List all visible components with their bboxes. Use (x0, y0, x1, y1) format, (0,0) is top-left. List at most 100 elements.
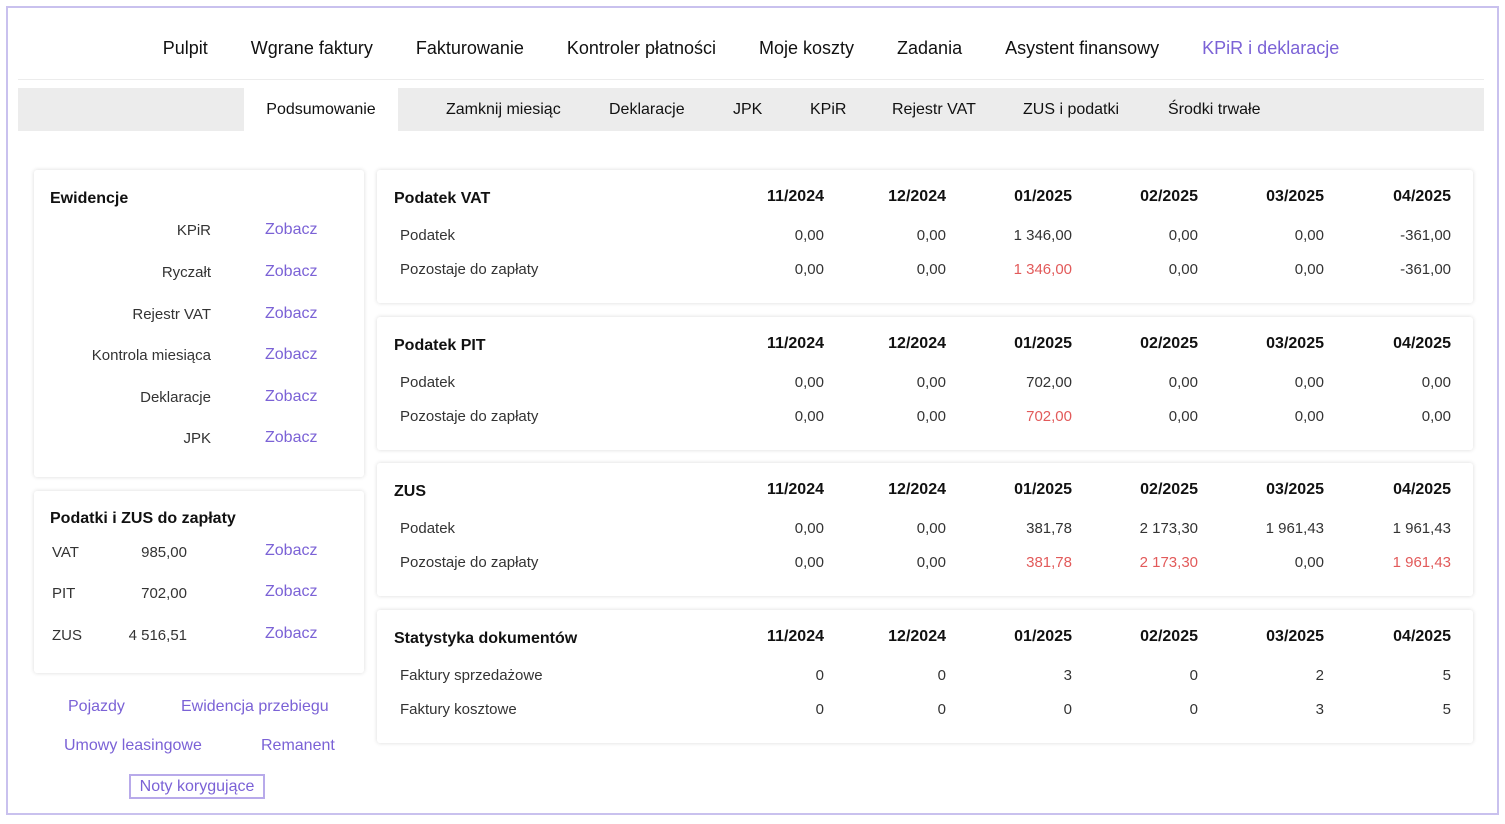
month-column-header: 02/2025 (1140, 628, 1198, 645)
row-label: Pozostaje do zapłaty (400, 261, 539, 278)
umowy-leasingowe-link[interactable]: Umowy leasingowe (64, 737, 202, 754)
tab-podsumowanie[interactable]: Podsumowanie (244, 88, 398, 131)
month-column-header: 02/2025 (1140, 335, 1198, 352)
nav-pulpit[interactable]: Pulpit (162, 38, 208, 58)
row-value: 0,00 (794, 374, 824, 391)
row-value: 0,00 (916, 520, 946, 537)
ewidencje-zobacz-link[interactable]: Zobacz (265, 263, 318, 280)
podatki-zobacz-link[interactable]: Zobacz (265, 583, 318, 600)
ewidencje-item-label: Kontrola miesiąca (91, 347, 211, 364)
ewidencje-zobacz-link[interactable]: Zobacz (265, 429, 318, 446)
podatki-zobacz-link[interactable]: Zobacz (265, 542, 318, 559)
podatki-item-label: ZUS (52, 627, 82, 644)
row-value: 0,00 (1294, 374, 1324, 391)
tab-rejestr-vat[interactable]: Rejestr VAT (892, 101, 976, 118)
month-column-header: 04/2025 (1393, 335, 1451, 352)
row-label: Pozostaje do zapłaty (400, 554, 539, 571)
podatki-item-label: VAT (52, 544, 79, 561)
row-value: 2 173,30 (1139, 554, 1198, 571)
month-column-header: 04/2025 (1393, 188, 1451, 205)
row-value: -361,00 (1400, 261, 1451, 278)
tab-kpir[interactable]: KPiR (810, 101, 847, 118)
row-value: 0 (1189, 667, 1198, 684)
ewidencje-zobacz-link[interactable]: Zobacz (265, 346, 318, 363)
ewidencje-title: Ewidencje (50, 190, 129, 207)
month-column-header: 11/2024 (767, 481, 824, 498)
row-value: 0 (937, 701, 946, 718)
row-label: Podatek (400, 374, 456, 391)
nav-fakturowanie[interactable]: Fakturowanie (415, 38, 524, 58)
top-navigation: Pulpit Wgrane faktury Fakturowanie Kontr… (18, 18, 1484, 80)
ewidencje-item-label: Rejestr VAT (132, 306, 211, 323)
row-value: 0,00 (1294, 227, 1324, 244)
month-column-header: 03/2025 (1266, 188, 1324, 205)
ewidencje-zobacz-link[interactable]: Zobacz (265, 221, 318, 238)
tab-deklaracje[interactable]: Deklaracje (609, 101, 685, 118)
card-title: Statystyka dokumentów (394, 630, 578, 647)
tab-zus-i-podatki[interactable]: ZUS i podatki (1023, 101, 1120, 118)
sub-navigation: Podsumowanie Zamknij miesiąc Deklaracje … (18, 88, 1484, 131)
row-value: 0 (937, 667, 946, 684)
row-value: 1 346,00 (1013, 227, 1072, 244)
row-value: 0,00 (1421, 408, 1451, 425)
zus-card: ZUS 11/2024 12/2024 01/2025 02/2025 03/2025 04… (377, 463, 1473, 596)
row-value: 381,78 (1026, 520, 1072, 537)
row-value: 381,78 (1026, 554, 1072, 571)
row-value: 2 173,30 (1139, 520, 1198, 537)
row-value: 0,00 (1294, 408, 1324, 425)
remanent-link[interactable]: Remanent (261, 737, 335, 754)
row-label: Podatek (400, 227, 456, 244)
pojazdy-link[interactable]: Pojazdy (68, 698, 125, 715)
row-value: 0,00 (1294, 554, 1324, 571)
row-value: 0,00 (794, 227, 824, 244)
month-column-header: 12/2024 (888, 628, 946, 645)
row-value: -361,00 (1400, 227, 1451, 244)
row-value: 0,00 (794, 554, 824, 571)
ewidencje-zobacz-link[interactable]: Zobacz (265, 388, 318, 405)
card-title: ZUS (394, 483, 426, 500)
ewidencje-zobacz-link[interactable]: Zobacz (265, 305, 318, 322)
podatki-item-value: 4 516,51 (128, 627, 187, 644)
podatki-item-value: 702,00 (141, 585, 187, 602)
month-column-header: 03/2025 (1266, 628, 1324, 645)
podatek-pit-card: Podatek PIT 11/2024 12/2024 01/2025 02/2025 0… (377, 317, 1473, 450)
tab-zamknij-miesiac[interactable]: Zamknij miesiąc (446, 101, 561, 118)
nav-wgrane-faktury[interactable]: Wgrane faktury (250, 38, 373, 58)
ewidencje-item-label: KPiR (176, 222, 211, 239)
month-column-header: 03/2025 (1266, 335, 1324, 352)
nav-kpir-i-deklaracje[interactable]: KPiR i deklaracje (1202, 38, 1340, 58)
ewidencja-przebiegu-link[interactable]: Ewidencja przebiegu (181, 698, 329, 715)
nav-kontroler-platnosci[interactable]: Kontroler płatności (566, 38, 716, 58)
row-value: 1 961,43 (1392, 554, 1451, 571)
tab-srodki-trwale[interactable]: Środki trwałe (1168, 101, 1261, 118)
row-value: 5 (1442, 667, 1451, 684)
row-value: 1 961,43 (1392, 520, 1451, 537)
card-title: Podatek PIT (394, 337, 486, 354)
month-column-header: 11/2024 (767, 628, 824, 645)
noty-korygujace-button[interactable]: Noty korygujące (129, 774, 265, 799)
ewidencje-item-label: Ryczałt (161, 264, 211, 281)
tab-jpk[interactable]: JPK (733, 101, 763, 118)
row-value: 0,00 (794, 520, 824, 537)
podatki-zobacz-link[interactable]: Zobacz (265, 625, 318, 642)
row-value: 0 (1189, 701, 1198, 718)
podatki-item-label: PIT (52, 585, 76, 602)
row-value: 0,00 (916, 227, 946, 244)
nav-asystent-finansowy[interactable]: Asystent finansowy (1005, 38, 1160, 58)
month-column-header: 02/2025 (1140, 481, 1198, 498)
row-value: 1 346,00 (1013, 261, 1072, 278)
row-value: 0,00 (916, 554, 946, 571)
nav-moje-koszty[interactable]: Moje koszty (759, 38, 855, 58)
row-value: 0,00 (1168, 408, 1198, 425)
row-value: 1 961,43 (1265, 520, 1324, 537)
row-value: 0,00 (1294, 261, 1324, 278)
row-value: 3 (1315, 701, 1324, 718)
month-column-header: 12/2024 (888, 188, 946, 205)
row-value: 0,00 (1421, 374, 1451, 391)
ewidencje-item-label: JPK (183, 430, 211, 447)
row-value: 702,00 (1026, 374, 1072, 391)
month-column-header: 04/2025 (1393, 481, 1451, 498)
row-label: Faktury kosztowe (400, 701, 517, 718)
nav-zadania[interactable]: Zadania (897, 38, 963, 58)
app-frame (6, 6, 1499, 815)
